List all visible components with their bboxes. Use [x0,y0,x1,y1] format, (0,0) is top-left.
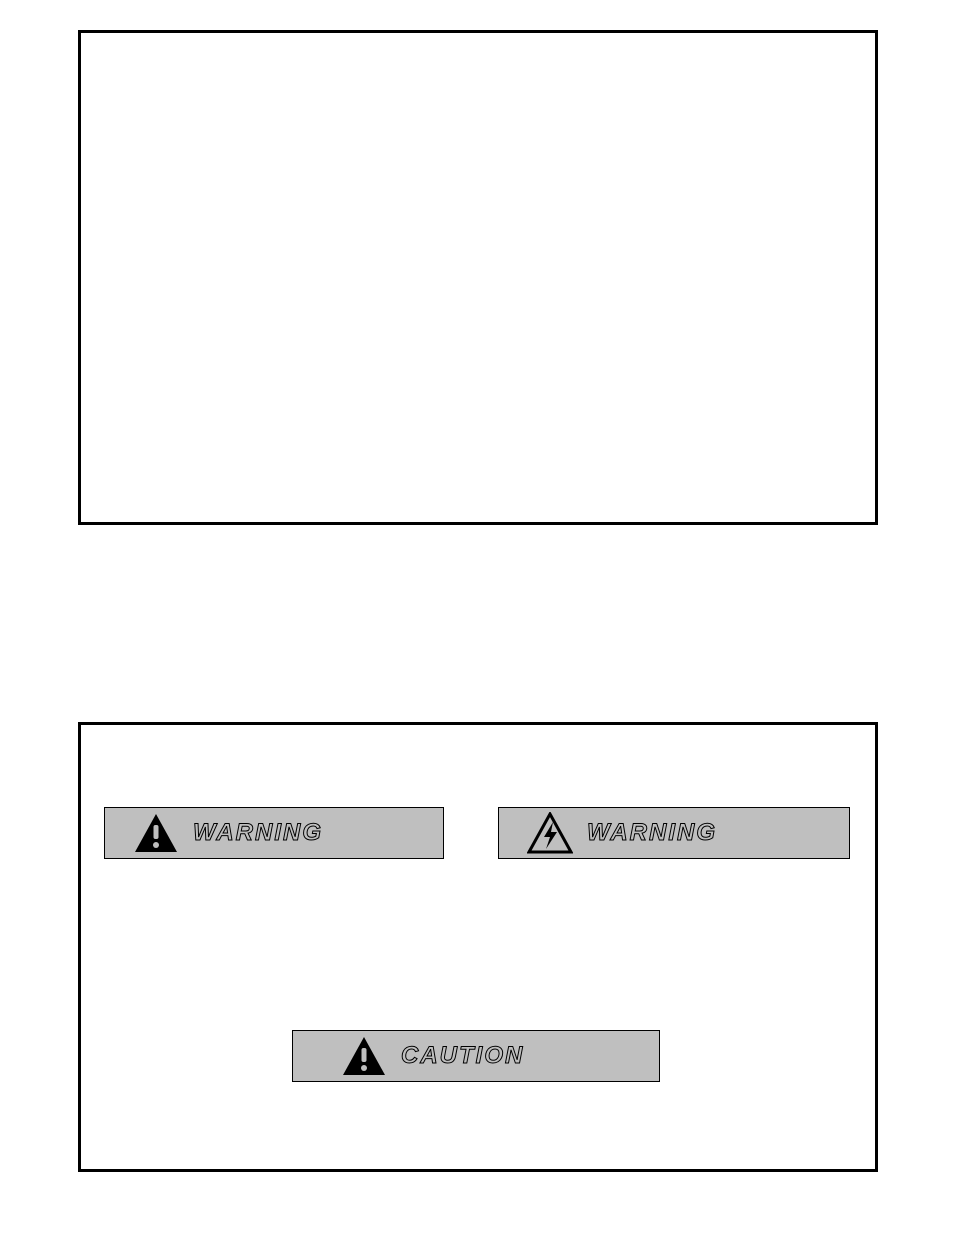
bottom-box [78,722,878,1172]
page: WARNING WARNING CAUTION [0,0,954,1235]
warning-right-text: WARNING [587,819,717,847]
top-box [78,30,878,525]
triangle-exclamation-icon [341,1035,387,1077]
warning-left-text: WARNING [193,819,323,847]
warning-right-label: WARNING [498,807,850,859]
warning-left-label: WARNING [104,807,444,859]
caution-text: CAUTION [401,1042,524,1070]
triangle-exclamation-icon [133,812,179,854]
caution-label: CAUTION [292,1030,660,1082]
triangle-bolt-icon [527,812,573,854]
